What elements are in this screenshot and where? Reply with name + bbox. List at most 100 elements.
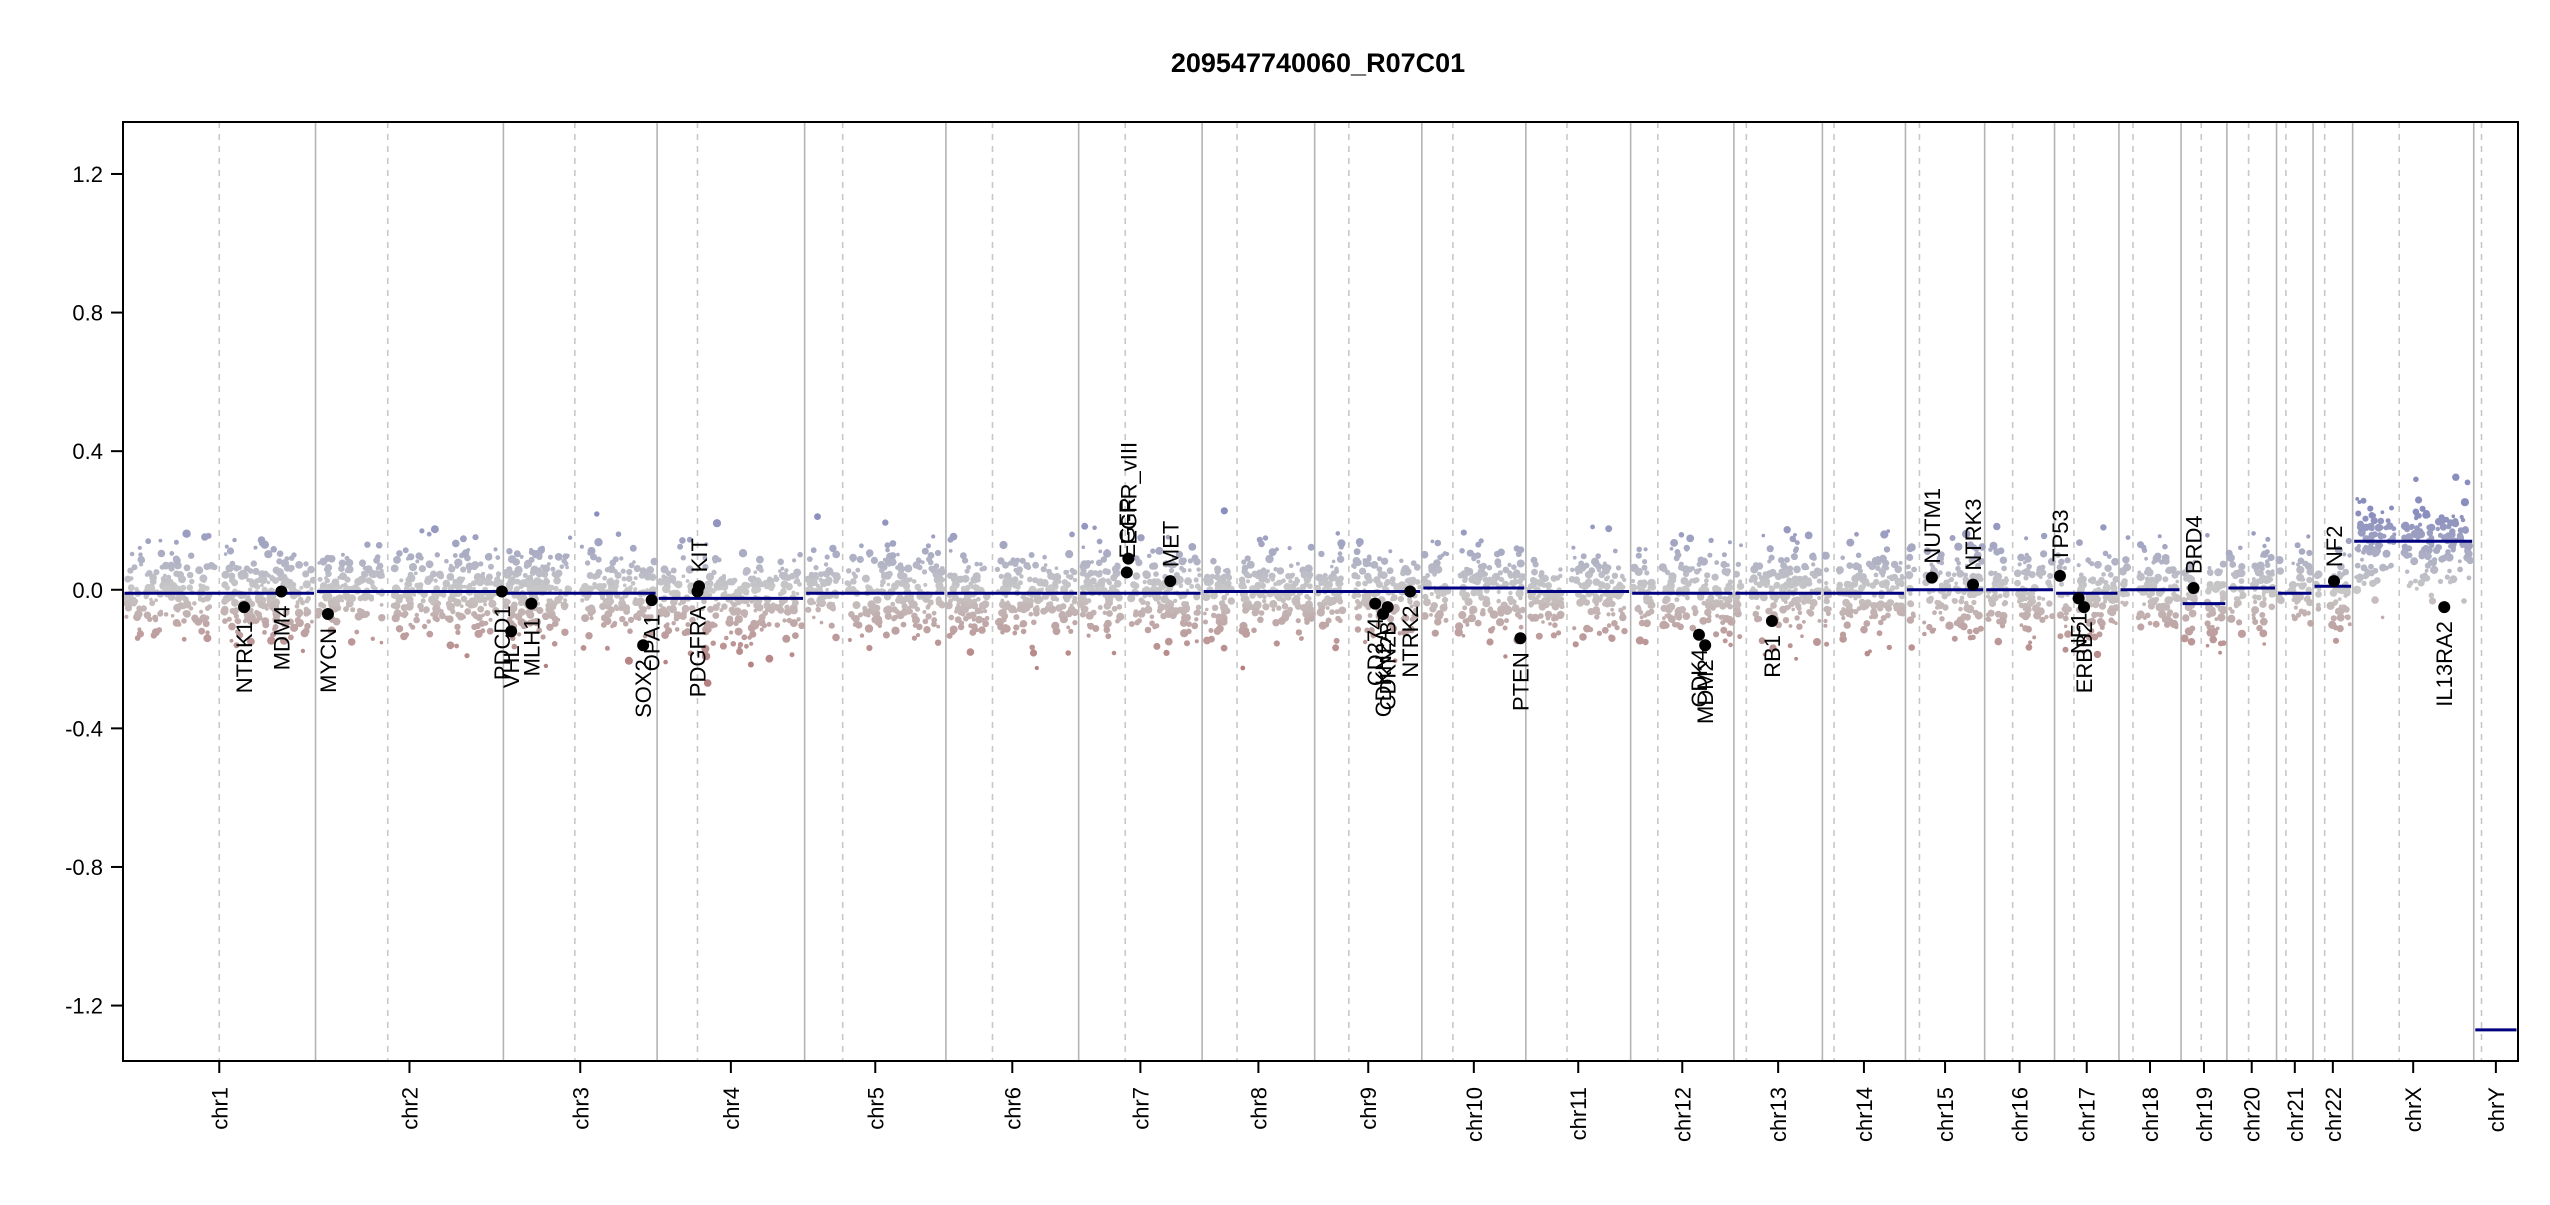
probe-point — [1380, 572, 1386, 578]
probe-point — [1789, 535, 1796, 542]
probe-point — [2046, 600, 2053, 607]
probe-point — [1337, 551, 1343, 556]
probe-point — [2381, 533, 2387, 539]
probe-point — [1732, 593, 1741, 601]
probe-point — [906, 606, 912, 611]
probe-point — [1511, 604, 1520, 613]
probe-point — [685, 579, 690, 583]
gene-label-pdcd1: PDCD1 — [490, 606, 515, 681]
probe-point — [1464, 597, 1473, 606]
probe-point — [2298, 548, 2306, 555]
probe-point — [886, 570, 893, 578]
probe-point — [1583, 562, 1590, 569]
probe-point — [615, 531, 622, 537]
probe-point — [1262, 599, 1267, 604]
probe-point — [1782, 617, 1790, 624]
probe-point — [828, 622, 835, 629]
probe-point — [1890, 560, 1899, 569]
probe-point — [243, 611, 250, 618]
probe-point — [1288, 579, 1293, 584]
probe-point — [2091, 611, 2098, 619]
probe-point — [1755, 605, 1761, 610]
probe-point — [1066, 574, 1071, 579]
probe-point — [2439, 523, 2448, 531]
probe-point — [473, 614, 478, 619]
probe-point — [1556, 610, 1565, 619]
probe-point — [1824, 641, 1830, 647]
probe-point — [1880, 615, 1887, 621]
probe-point — [1249, 592, 1256, 599]
probe-point — [2144, 576, 2150, 582]
probe-point — [1725, 563, 1730, 568]
probe-point — [2354, 546, 2360, 552]
probe-point — [205, 630, 210, 635]
probe-point — [823, 562, 829, 567]
probe-point — [686, 536, 693, 543]
probe-point — [536, 627, 543, 634]
probe-point — [2025, 644, 2033, 651]
probe-point — [418, 607, 424, 613]
probe-point — [253, 545, 258, 550]
probe-point — [1958, 598, 1965, 605]
probe-point — [317, 576, 323, 582]
probe-point — [2251, 531, 2256, 536]
probe-point — [1290, 572, 1296, 578]
probe-point — [1337, 539, 1346, 548]
probe-point — [1541, 620, 1545, 624]
probe-point — [784, 604, 790, 610]
probe-point — [1704, 578, 1709, 584]
probe-point — [1203, 611, 1207, 616]
gene-point-erbb2 — [2078, 601, 2091, 614]
probe-point — [1811, 562, 1816, 567]
probe-point — [819, 620, 824, 625]
probe-point — [587, 551, 592, 556]
probe-point — [2187, 638, 2196, 646]
probe-point — [1668, 615, 1676, 623]
probe-point — [1538, 603, 1547, 611]
probe-point — [518, 599, 525, 607]
probe-point — [488, 580, 494, 586]
probe-point — [2435, 526, 2440, 532]
probe-point — [1434, 618, 1442, 626]
probe-point — [2057, 633, 2064, 640]
probe-point — [911, 579, 917, 584]
probe-point — [1273, 640, 1280, 647]
probe-point — [948, 549, 953, 553]
probe-point — [1885, 605, 1892, 612]
probe-point — [1374, 577, 1380, 583]
probe-point — [1163, 649, 1170, 657]
probe-point — [357, 595, 364, 602]
probe-point — [2302, 582, 2307, 587]
probe-point — [2264, 562, 2271, 568]
probe-point — [976, 596, 981, 602]
probe-point — [2238, 545, 2243, 551]
probe-point — [476, 578, 485, 587]
probe-point — [234, 618, 241, 624]
probe-point — [1848, 587, 1855, 594]
probe-point — [1583, 599, 1591, 606]
probe-point — [247, 613, 256, 622]
probe-point — [957, 623, 965, 631]
probe-point — [954, 616, 962, 624]
probe-point — [1031, 619, 1037, 626]
probe-point — [672, 589, 681, 598]
probe-point — [1502, 566, 1510, 574]
probe-point — [1060, 603, 1067, 610]
probe-point — [2014, 579, 2021, 587]
probe-point — [1295, 618, 1301, 624]
probe-point — [563, 561, 569, 567]
probe-point — [1208, 628, 1214, 633]
probe-point — [1764, 573, 1771, 580]
probe-point — [1767, 559, 1772, 564]
probe-point — [1496, 618, 1505, 627]
probe-point — [354, 612, 363, 621]
probe-point — [1538, 570, 1545, 576]
probe-point — [448, 565, 456, 573]
probe-point — [1720, 560, 1728, 569]
probe-point — [629, 544, 637, 552]
probe-point — [2217, 640, 2224, 647]
probe-point — [2181, 597, 2187, 603]
probe-point — [1878, 619, 1884, 626]
